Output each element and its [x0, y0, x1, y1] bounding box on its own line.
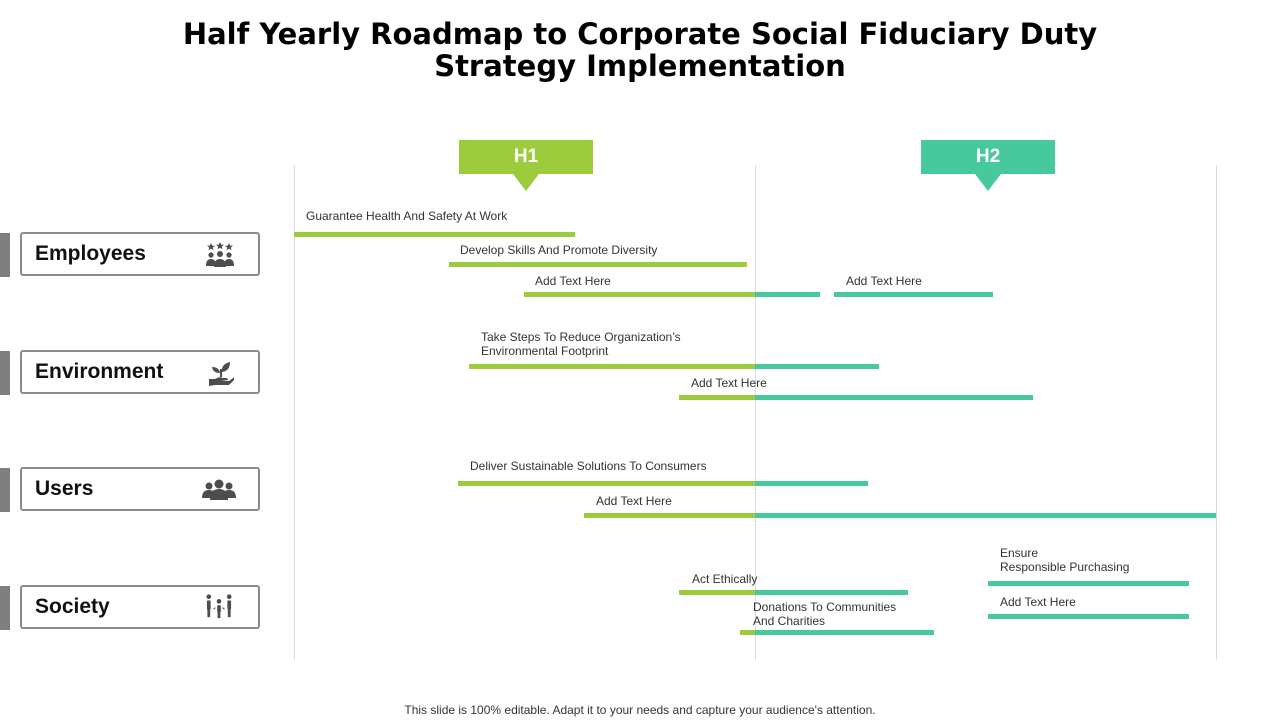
- title-line-1: Half Yearly Roadmap to Corporate Social …: [182, 17, 1098, 51]
- timeline-end-line: [1216, 165, 1217, 660]
- down-arrow-icon: [513, 174, 539, 191]
- category-accent: [0, 586, 10, 630]
- task-bar-6-seg-0: [458, 481, 755, 486]
- slide-footer-note: This slide is 100% editable. Adapt it to…: [404, 703, 876, 717]
- user-group-icon: [202, 479, 236, 500]
- task-label-environment-add-text: Add Text Here: [691, 376, 767, 390]
- category-accent: [0, 233, 10, 277]
- timeline-start-line: [294, 165, 295, 660]
- task-bar-5-seg-0: [679, 395, 755, 400]
- task-bar-10-seg-0: [988, 581, 1190, 586]
- task-label-donations: Donations To Communities And Charities: [753, 600, 897, 628]
- task-bar-3-seg-0: [834, 292, 993, 297]
- category-label: Environment: [35, 360, 164, 383]
- task-label-reduce-footprint: Take Steps To Reduce Organization’s Envi…: [481, 330, 681, 358]
- category-employees: Employees: [20, 232, 260, 276]
- category-accent: [0, 468, 10, 512]
- category-users: Users: [20, 467, 260, 511]
- down-arrow-icon: [975, 174, 1001, 191]
- timeline-mid-line: [755, 165, 756, 660]
- team-award-icon: [206, 242, 234, 267]
- task-bar-0-seg-0: [294, 232, 576, 237]
- task-bar-8-seg-0: [679, 590, 755, 595]
- category-society: Society: [20, 585, 260, 629]
- task-bar-6-seg-1: [755, 481, 869, 486]
- slide-title: Half Yearly Roadmap to Corporate Social …: [0, 18, 1280, 82]
- task-bar-9-seg-0: [740, 630, 755, 635]
- task-label-employees-add-text-2: Add Text Here: [846, 274, 922, 288]
- phase-header-h2: H2: [921, 140, 1055, 191]
- task-bar-9-seg-1: [755, 630, 934, 635]
- phase-label: H2: [975, 146, 1001, 167]
- category-environment: Environment: [20, 350, 260, 394]
- category-label: Users: [35, 477, 94, 500]
- task-bar-5-seg-1: [755, 395, 1034, 400]
- task-label-users-add-text: Add Text Here: [596, 494, 672, 508]
- category-label: Employees: [35, 242, 146, 265]
- task-label-develop-skills: Develop Skills And Promote Diversity: [460, 243, 658, 257]
- hand-plant-icon: [209, 362, 234, 386]
- task-bar-4-seg-1: [755, 364, 880, 369]
- community-icon: [206, 594, 232, 619]
- phase-header-h1: H1: [459, 140, 593, 191]
- task-label-guarantee-health: Guarantee Health And Safety At Work: [306, 209, 508, 223]
- title-line-2: Strategy Implementation: [434, 49, 846, 83]
- task-label-act-ethically: Act Ethically: [692, 572, 758, 586]
- task-bar-4-seg-0: [469, 364, 755, 369]
- task-bar-1-seg-0: [448, 262, 747, 267]
- task-bar-2-seg-0: [523, 292, 755, 297]
- task-bar-2-seg-1: [755, 292, 821, 297]
- task-bar-7-seg-0: [584, 513, 755, 518]
- phase-label: H1: [513, 146, 539, 167]
- task-label-employees-add-text-1: Add Text Here: [535, 274, 611, 288]
- category-accent: [0, 351, 10, 395]
- task-bar-7-seg-1: [755, 513, 1216, 518]
- task-bar-8-seg-1: [755, 590, 909, 595]
- category-label: Society: [35, 595, 110, 618]
- task-label-sustainable-solutions: Deliver Sustainable Solutions To Consume…: [470, 459, 707, 473]
- task-label-society-add-text: Add Text Here: [1000, 595, 1076, 609]
- task-bar-11-seg-0: [988, 614, 1190, 619]
- task-label-responsible-purchasing: Ensure Responsible Purchasing: [1000, 546, 1130, 574]
